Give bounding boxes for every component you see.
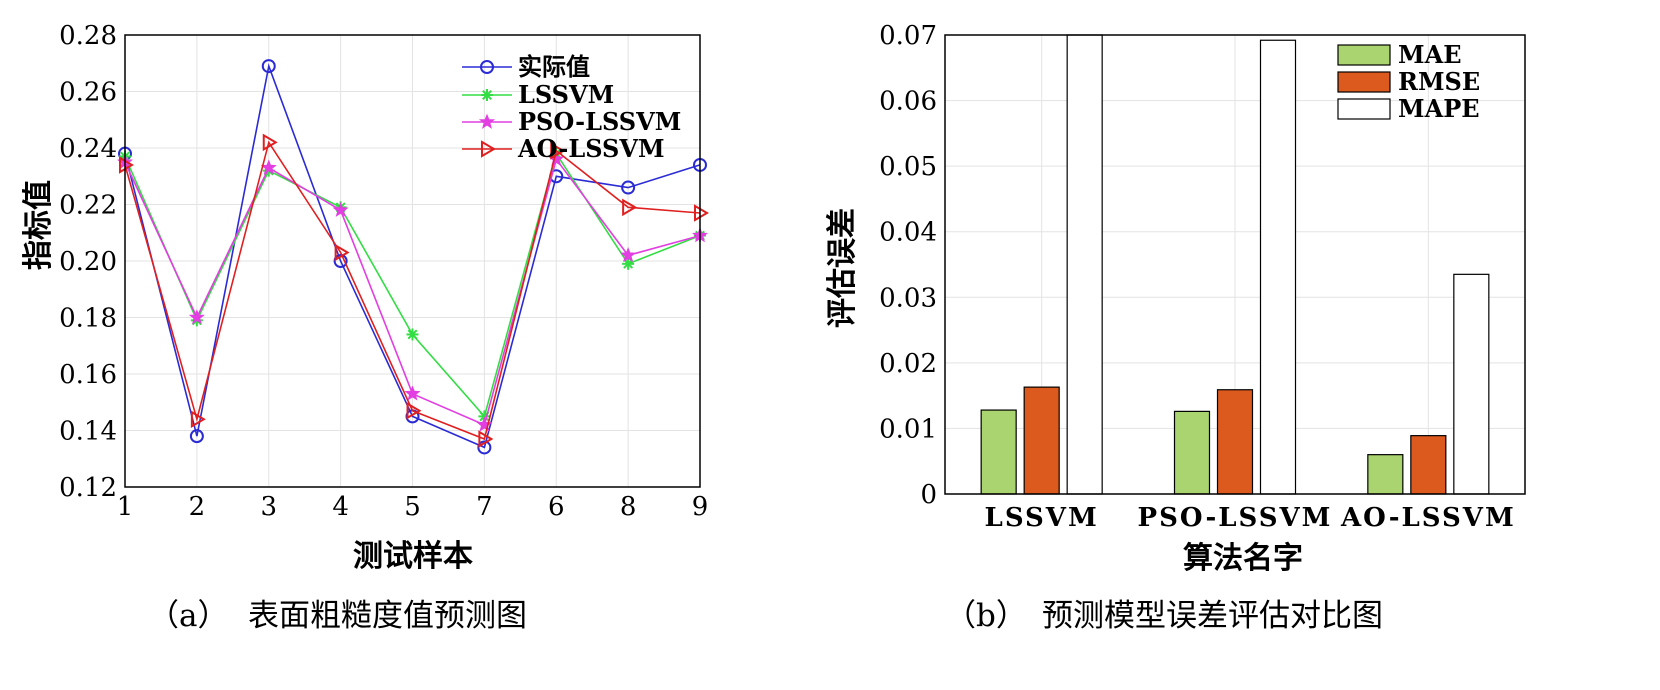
data-point <box>262 133 278 152</box>
data-point <box>622 198 638 217</box>
data-point <box>476 416 493 432</box>
x-tick-label: AO-LSSVM <box>1340 503 1516 533</box>
y-tick-label: 0.14 <box>59 417 117 447</box>
data-point <box>190 410 206 428</box>
x-tick-label: PSO-LSSVM <box>1138 503 1333 533</box>
x-tick-label: 8 <box>620 492 637 522</box>
bar-chart-x-axis-label: 算法名字 <box>1183 541 1303 576</box>
line-chart-caption: 表面粗糙度值预测图 <box>248 598 527 634</box>
line-chart-caption-prefix: （a） <box>148 598 228 634</box>
y-tick-label: 0.06 <box>879 87 937 117</box>
data-point <box>188 309 205 325</box>
line-chart-x-ticks: 1 2 3 4 5 7 6 8 9 <box>117 492 709 522</box>
bar-chart-panel: 0 0.01 0.02 0.03 0.04 0.05 0.06 0.07 LSSVM PSO-L… <box>825 21 1526 634</box>
y-tick-label: 0.16 <box>59 360 117 390</box>
y-tick-label: 0.02 <box>879 349 937 379</box>
y-tick-label: 0.22 <box>59 191 117 221</box>
bar-RMSE <box>1216 389 1254 495</box>
y-tick-label: 0.07 <box>879 21 937 51</box>
bar-chart-y-ticks: 0 0.01 0.02 0.03 0.04 0.05 0.06 0.07 <box>879 21 937 510</box>
legend-label: LSSVM <box>518 80 614 109</box>
series-line <box>124 140 701 441</box>
x-tick-label: 4 <box>332 492 349 522</box>
x-tick-label: 3 <box>260 492 277 522</box>
x-tick-label: 9 <box>692 492 709 522</box>
y-tick-label: 0.04 <box>879 218 937 248</box>
data-point <box>622 257 635 270</box>
series-AO-LSSVM <box>119 133 709 448</box>
x-tick-label: 1 <box>117 492 134 522</box>
data-point <box>406 328 419 341</box>
y-tick-label: 0.18 <box>59 304 117 334</box>
y-tick-label: 0.26 <box>59 78 117 108</box>
legend-label: 实际值 <box>518 52 590 81</box>
line-chart-y-axis-label: 指标值 <box>21 180 56 270</box>
x-tick-label: 6 <box>548 492 565 522</box>
line-chart-frame <box>124 34 701 488</box>
bar-chart-frame <box>944 34 1526 495</box>
line-chart-x-axis-label: 测试样本 <box>353 539 473 574</box>
bar-MAPE <box>1066 34 1103 495</box>
bar-RMSE <box>1410 435 1447 495</box>
bar-chart-y-axis-label: 评估误差 <box>825 208 860 328</box>
legend-marker <box>480 60 494 74</box>
bar-MAE <box>1367 454 1404 495</box>
x-tick-label: 7 <box>476 492 493 522</box>
data-point <box>261 59 276 74</box>
bar-chart-bars <box>980 34 1490 495</box>
y-tick-label: 0.12 <box>59 473 117 503</box>
bar-chart-caption: 预测模型误差评估对比图 <box>1042 598 1383 634</box>
y-tick-label: 0.24 <box>59 134 117 164</box>
bar-MAPE <box>1453 273 1490 495</box>
bar-chart-caption-prefix: （b） <box>945 598 1027 634</box>
line-chart-series <box>116 59 709 455</box>
y-tick-label: 0.01 <box>879 414 937 444</box>
line-chart-panel: 0.12 0.14 0.16 0.18 0.20 0.22 0.24 0.26 0.28 1 2 3… <box>21 21 709 634</box>
x-tick-label: 5 <box>404 492 421 522</box>
data-point <box>620 247 637 263</box>
data-point <box>189 429 204 444</box>
x-tick-label: LSSVM <box>985 503 1099 533</box>
bar-RMSE <box>1023 386 1060 495</box>
data-point <box>404 385 421 401</box>
data-point <box>621 180 636 195</box>
y-tick-label: 0.03 <box>879 283 937 313</box>
legend-label: RMSE <box>1398 67 1480 96</box>
data-point <box>550 142 566 160</box>
bar-MAPE <box>1259 39 1297 495</box>
legend-label: MAPE <box>1398 94 1480 123</box>
legend-swatch <box>1337 71 1391 93</box>
y-tick-label: 0.28 <box>59 21 117 51</box>
legend-marker <box>481 89 493 101</box>
y-tick-label: 0.20 <box>59 247 117 277</box>
bar-MAE <box>980 409 1017 495</box>
line-chart-y-ticks: 0.12 0.14 0.16 0.18 0.20 0.22 0.24 0.26 0.28 <box>59 21 117 503</box>
bar-chart-x-ticks: LSSVM PSO-LSSVM AO-LSSVM <box>985 503 1516 533</box>
data-point <box>332 201 349 217</box>
data-point <box>694 204 709 222</box>
legend-marker <box>478 113 496 129</box>
legend-swatch <box>1337 98 1391 120</box>
x-tick-label: 2 <box>189 492 206 522</box>
legend-swatch <box>1337 44 1391 66</box>
data-point <box>119 156 134 174</box>
bar-MAE <box>1173 410 1211 495</box>
series-line <box>124 63 701 449</box>
data-point <box>478 430 494 448</box>
data-point <box>406 401 422 420</box>
y-tick-label: 0.05 <box>879 152 937 182</box>
y-tick-label: 0 <box>920 480 937 510</box>
data-point <box>260 159 277 175</box>
legend-label: MAE <box>1398 40 1461 69</box>
legend-label: PSO-LSSVM <box>518 107 681 136</box>
data-point <box>334 243 350 262</box>
legend-marker <box>481 140 496 158</box>
legend-label: AO-LSSVM <box>517 134 665 163</box>
